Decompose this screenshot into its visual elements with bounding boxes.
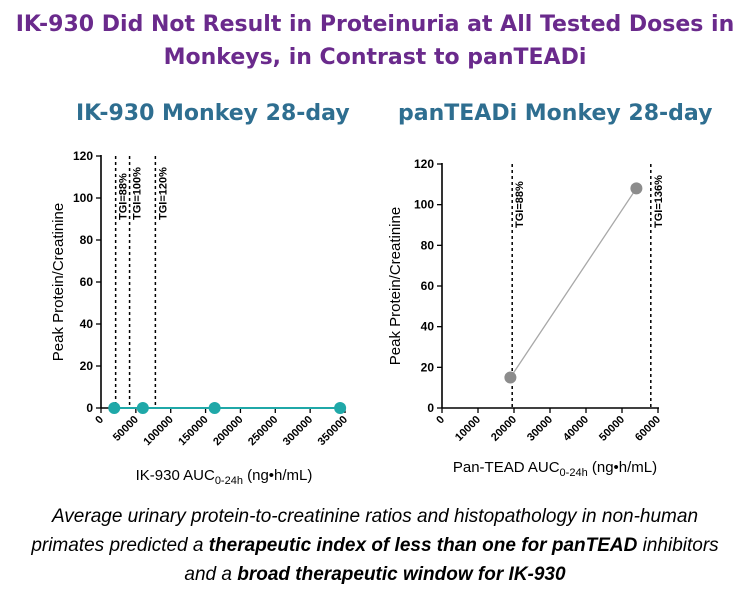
caption: Average urinary protein-to-creatinine ra… — [20, 502, 730, 589]
pantead-y-tick-label: 80 — [421, 238, 435, 252]
caption-text-2: inhibitors and a — [184, 535, 719, 585]
pantead-x-axis-label-unit: (ng•h/mL) — [588, 459, 657, 476]
slide-title-line-1: IK-930 Did Not Result in Proteinuria at … — [15, 12, 735, 37]
caption-bold-2: broad therapeutic window for IK-930 — [237, 564, 566, 585]
pantead-x-tick-label: 10000 — [453, 414, 483, 444]
pantead-data-point — [630, 182, 643, 195]
ik930-y-tick-label: 80 — [80, 233, 94, 247]
ik930-x-axis-label-unit: (ng•h/mL) — [243, 467, 312, 484]
ik930-y-tick-label: 40 — [80, 317, 94, 331]
pantead-x-axis-label-main: Pan-TEAD AUC — [453, 459, 560, 476]
pantead-tgi-label: TGI=88% — [514, 181, 526, 228]
ik930-y-tick-label: 0 — [86, 401, 93, 415]
ik930-x-tick-label: 0 — [93, 414, 106, 427]
pantead-x-tick-label: 20000 — [489, 414, 519, 444]
ik930-x-axis-label-subscript: 0-24h — [215, 475, 243, 487]
pantead-tgi-label: TGI=136% — [653, 175, 665, 228]
ik930-tgi-label: TGI=88% — [118, 173, 130, 220]
ik930-x-axis-label: IK-930 AUC0-24h (ng•h/mL) — [136, 467, 313, 487]
ik930-data-point — [136, 402, 149, 414]
ik930-y-axis-label: Peak Protein/Creatinine — [50, 203, 67, 361]
ik930-y-tick-label: 20 — [80, 359, 94, 373]
pantead-y-tick-label: 60 — [421, 279, 435, 293]
ik930-y-tick-label: 100 — [73, 191, 93, 205]
ik930-x-axis-label-main: IK-930 AUC — [136, 467, 215, 484]
pantead-chart: 0 20 40 60 80 100 120 0 10000 20000 30000 40000 5000… — [387, 157, 665, 479]
pantead-chart-title: panTEADi Monkey 28-day — [398, 101, 713, 126]
ik930-x-tick-label: 50000 — [111, 414, 141, 444]
pantead-y-tick-label: 120 — [414, 157, 434, 171]
pantead-x-tick-label: 0 — [434, 414, 447, 427]
ik930-tgi-label: TGI=100% — [132, 167, 144, 220]
pantead-x-tick-label: 50000 — [597, 414, 627, 444]
ik930-chart-title: IK-930 Monkey 28-day — [76, 101, 350, 126]
caption-bold-1: therapeutic index of less than one for p… — [208, 535, 638, 556]
ik930-x-tick-label: 350000 — [316, 414, 350, 448]
pantead-x-tick-label: 40000 — [561, 414, 591, 444]
ik930-x-tick-label: 250000 — [246, 414, 280, 448]
pantead-x-tick-label: 30000 — [525, 414, 555, 444]
pantead-data-point — [504, 371, 517, 384]
pantead-x-axis-label: Pan-TEAD AUC0-24h (ng•h/mL) — [453, 459, 657, 479]
ik930-data-point — [334, 402, 347, 414]
ik930-x-tick-label: 300000 — [281, 414, 315, 448]
pantead-y-tick-label: 0 — [427, 401, 434, 415]
pantead-x-axis-label-subscript: 0-24h — [560, 467, 588, 479]
ik930-y-tick-label: 60 — [80, 275, 94, 289]
ik930-x-tick-label: 150000 — [176, 414, 210, 448]
ik930-x-tick-label: 200000 — [211, 414, 245, 448]
pantead-x-tick-label: 60000 — [633, 414, 663, 444]
slide-title: IK-930 Did Not Result in Proteinuria at … — [0, 8, 750, 74]
pantead-y-axis-label: Peak Protein/Creatinine — [387, 207, 404, 365]
caption-text-1: Average urinary protein-to-creatinine ra… — [31, 506, 699, 556]
ik930-data-point — [108, 402, 121, 414]
slide-title-line-2: Monkeys, in Contrast to panTEADi — [163, 45, 587, 70]
ik930-tgi-label: TGI=120% — [157, 167, 169, 220]
ik930-chart: 0 20 40 60 80 100 120 0 50000 100000 150000 200000 2… — [50, 149, 350, 487]
pantead-series-line — [509, 188, 637, 378]
ik930-y-tick-label: 120 — [73, 149, 93, 163]
ik930-x-tick-label: 100000 — [141, 414, 175, 448]
pantead-y-tick-label: 40 — [421, 320, 435, 334]
pantead-y-tick-label: 20 — [421, 360, 435, 374]
pantead-y-tick-label: 100 — [414, 198, 434, 212]
ik930-data-point — [208, 402, 221, 414]
